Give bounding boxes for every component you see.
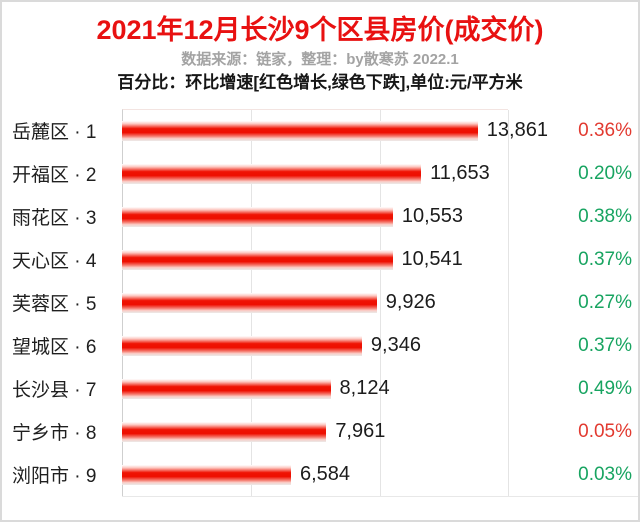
pct-change: 0.37% <box>578 248 632 270</box>
bar-area: 9,926 <box>122 291 507 314</box>
bar-value: 13,861 <box>486 119 548 141</box>
bar-area: 13,861 <box>122 119 548 142</box>
row-label: 开福区 · 2 <box>12 165 97 186</box>
pct-change: 0.05% <box>578 420 632 442</box>
bar-area: 8,124 <box>122 377 507 400</box>
chart-row: 开福区 · 2 11,653 0.20% <box>2 152 638 195</box>
price-bar <box>122 378 331 399</box>
row-label: 长沙县 · 7 <box>12 380 97 401</box>
chart-row: 宁乡市 · 8 7,961 0.05% <box>2 410 638 453</box>
pct-change: 0.37% <box>578 334 632 356</box>
price-bar <box>122 163 422 184</box>
bar-value: 9,926 <box>385 291 436 313</box>
pct-change: 0.03% <box>578 463 632 485</box>
legend-note: 百分比：环比增速[红色增长,绿色下跌],单位:元/平方米 <box>117 73 523 92</box>
bar-area: 10,553 <box>122 205 507 228</box>
gridline-10000 <box>379 110 381 497</box>
price-bar <box>122 464 291 485</box>
bar-area: 7,961 <box>122 420 507 443</box>
pct-change: 0.38% <box>578 205 632 227</box>
chart-row: 芙蓉区 · 5 9,926 0.27% <box>2 281 638 324</box>
bar-area: 9,346 <box>122 334 507 357</box>
bar-area: 11,653 <box>122 162 507 185</box>
row-label: 芙蓉区 · 5 <box>12 294 97 315</box>
row-label: 岳麓区 · 1 <box>12 122 97 143</box>
chart-rows: 岳麓区 · 1 13,861 0.36% 开福区 · 2 11,653 0.20… <box>2 109 638 496</box>
bar-area: 10,541 <box>122 248 507 271</box>
bar-value: 10,541 <box>401 248 463 270</box>
bar-value: 7,961 <box>335 420 386 442</box>
bar-value: 9,346 <box>370 334 421 356</box>
row-label: 宁乡市 · 8 <box>12 423 97 444</box>
pct-change: 0.36% <box>578 119 632 141</box>
chart-row: 天心区 · 4 10,541 0.37% <box>2 238 638 281</box>
price-bar <box>122 421 327 442</box>
row-label: 望城区 · 6 <box>12 337 97 358</box>
price-bar <box>122 120 478 141</box>
chart-row: 浏阳市 · 9 6,584 0.03% <box>2 453 638 496</box>
bar-value: 10,553 <box>401 205 464 227</box>
price-bar <box>122 335 362 356</box>
chart-row: 岳麓区 · 1 13,861 0.36% <box>2 109 638 152</box>
row-label: 浏阳市 · 9 <box>12 466 97 487</box>
bar-value: 6,584 <box>299 463 351 485</box>
chart-title: 2021年12月长沙9个区县房价(成交价) <box>96 15 544 45</box>
pct-change: 0.49% <box>578 377 632 399</box>
pct-change: 0.27% <box>578 291 632 313</box>
data-source-note: 数据来源：链家，整理：by散寒苏 2022.1 <box>181 51 459 68</box>
chart-row: 长沙县 · 7 8,124 0.49% <box>2 367 638 410</box>
bar-value: 11,653 <box>430 162 490 184</box>
bar-value: 8,124 <box>339 377 390 399</box>
price-bar <box>122 249 393 270</box>
price-bar <box>122 292 377 313</box>
price-bar <box>122 206 393 227</box>
chart-row: 望城区 · 6 9,346 0.37% <box>2 324 638 367</box>
chart-row: 雨花区 · 3 10,553 0.38% <box>2 195 638 238</box>
row-label: 天心区 · 4 <box>12 251 97 272</box>
bar-chart: 岳麓区 · 1 13,861 0.36% 开福区 · 2 11,653 0.20… <box>2 109 638 497</box>
header: 2021年12月长沙9个区县房价(成交价) 数据来源：链家，整理：by散寒苏 2… <box>2 14 638 93</box>
pct-change: 0.20% <box>578 162 632 184</box>
row-label: 雨花区 · 3 <box>12 208 97 229</box>
gridline-15000 <box>508 110 509 497</box>
bar-area: 6,584 <box>122 463 507 486</box>
axis-bottom-line <box>122 496 638 497</box>
